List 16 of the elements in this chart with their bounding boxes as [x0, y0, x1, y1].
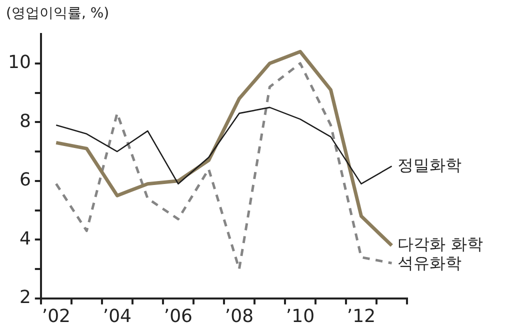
x-tick-label: ’02: [42, 306, 70, 327]
series-label: 정밀화학: [398, 155, 462, 174]
series-label: 석유화학: [398, 254, 462, 273]
x-tick-label: ’04: [102, 306, 132, 327]
x-tick-label: ’12: [346, 306, 376, 327]
series-label: 다각화 화학: [398, 234, 483, 254]
y-tick-label: 10: [8, 52, 31, 74]
line-series: [54, 62, 393, 270]
x-tick-label: ’08: [224, 306, 254, 327]
x-tick-label: ’06: [164, 306, 193, 327]
y-tick-label: 4: [19, 228, 31, 250]
y-axis-title: (영업이익률, %): [6, 6, 110, 22]
y-tick-label: 2: [19, 287, 31, 308]
y-tick-label: 6: [19, 170, 31, 191]
y-tick-label: 8: [19, 110, 31, 132]
x-tick-label: ’10: [286, 306, 315, 327]
